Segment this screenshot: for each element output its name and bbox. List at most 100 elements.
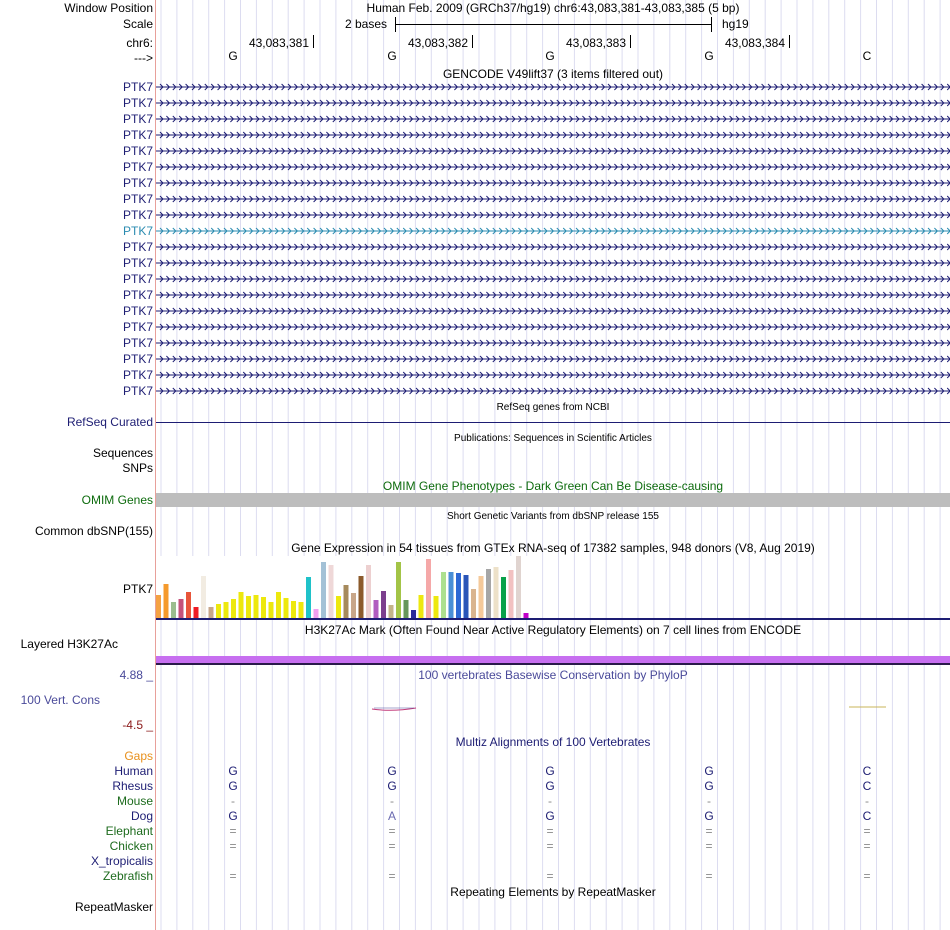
transcript-row[interactable]: [156, 115, 950, 123]
transcript-row[interactable]: [156, 371, 950, 379]
gtex-tissue-bar[interactable]: [171, 602, 176, 618]
gene-label-ptk7[interactable]: PTK7: [122, 224, 153, 238]
gene-label-ptk7[interactable]: PTK7: [122, 240, 153, 254]
gtex-tissue-bar[interactable]: [253, 595, 259, 618]
gtex-tissue-bar[interactable]: [178, 599, 184, 618]
gtex-tissue-bar[interactable]: [463, 575, 469, 618]
gtex-tissue-bar[interactable]: [261, 597, 266, 618]
gene-label-ptk7[interactable]: PTK7: [122, 304, 153, 318]
gtex-tissue-bar[interactable]: [478, 576, 484, 618]
gtex-tissue-bar[interactable]: [201, 576, 206, 618]
gene-label-ptk7[interactable]: PTK7: [122, 128, 153, 142]
gtex-tissue-bar[interactable]: [403, 600, 409, 618]
gtex-tissue-bar[interactable]: [418, 595, 424, 618]
gtex-tissue-bar[interactable]: [508, 570, 514, 618]
transcript-row[interactable]: [156, 99, 950, 107]
gtex-tissue-bar[interactable]: [223, 602, 229, 618]
refseq-track-label[interactable]: RefSeq Curated: [66, 415, 153, 429]
gtex-tissue-bar[interactable]: [411, 610, 416, 618]
gene-label-ptk7[interactable]: PTK7: [122, 272, 153, 286]
gtex-tissue-bar[interactable]: [366, 565, 371, 618]
gtex-tissue-bar[interactable]: [373, 600, 379, 618]
gtex-tissue-bar[interactable]: [336, 596, 341, 618]
h3k27ac-track-label[interactable]: Layered H3K27Ac: [20, 637, 118, 651]
phylop-track-label[interactable]: 100 Vert. Cons: [20, 693, 100, 707]
transcript-row[interactable]: [156, 259, 950, 267]
gtex-tissue-bar[interactable]: [306, 577, 311, 618]
refseq-gene-line[interactable]: [156, 422, 950, 423]
gtex-tissue-bar[interactable]: [328, 565, 334, 618]
gtex-tissue-bar[interactable]: [186, 592, 191, 618]
gtex-tissue-bar[interactable]: [276, 592, 281, 618]
gtex-tissue-bar[interactable]: [493, 567, 499, 618]
species-label[interactable]: Zebrafish: [102, 869, 153, 883]
gtex-tissue-bar[interactable]: [396, 562, 401, 618]
gtex-tissue-bar[interactable]: [486, 569, 491, 618]
gtex-tissue-bar[interactable]: [238, 592, 244, 618]
gene-label-ptk7[interactable]: PTK7: [122, 208, 153, 222]
gtex-tissue-bar[interactable]: [231, 599, 236, 618]
gtex-tissue-bar[interactable]: [433, 596, 439, 618]
label-divider[interactable]: [155, 0, 156, 930]
species-label[interactable]: Dog: [130, 809, 153, 823]
transcript-row[interactable]: [156, 387, 950, 395]
gtex-tissue-bar[interactable]: [298, 602, 304, 618]
transcript-row[interactable]: [156, 179, 950, 187]
gtex-tissue-bar[interactable]: [163, 584, 169, 618]
transcript-row[interactable]: [156, 243, 950, 251]
gene-label-ptk7[interactable]: PTK7: [122, 368, 153, 382]
transcript-row[interactable]: [156, 275, 950, 283]
phylop-signal[interactable]: [156, 700, 950, 716]
gtex-tissue-bar[interactable]: [343, 585, 349, 618]
transcript-row[interactable]: [156, 131, 950, 139]
gtex-tissue-bar[interactable]: [426, 559, 431, 618]
gtex-tissue-bar[interactable]: [523, 613, 529, 618]
gtex-tissue-bar[interactable]: [208, 607, 214, 618]
transcript-row[interactable]: [156, 291, 950, 299]
gtex-tissue-bar[interactable]: [471, 589, 476, 618]
transcript-row[interactable]: [156, 323, 950, 331]
species-label[interactable]: Chicken: [109, 839, 153, 853]
gtex-tissue-bar[interactable]: [268, 602, 274, 618]
gene-label-ptk7[interactable]: PTK7: [122, 176, 153, 190]
gtex-tissue-bar[interactable]: [313, 609, 319, 618]
gene-label-ptk7[interactable]: PTK7: [122, 320, 153, 334]
transcript-row[interactable]: [156, 147, 950, 155]
gtex-bar-chart[interactable]: [156, 556, 950, 622]
species-label[interactable]: Elephant: [105, 824, 153, 838]
gtex-tissue-bar[interactable]: [351, 593, 356, 618]
transcript-row[interactable]: [156, 355, 950, 363]
species-label[interactable]: Human: [114, 764, 153, 778]
transcript-row[interactable]: [156, 211, 950, 219]
transcript-row[interactable]: [156, 195, 950, 203]
gene-label-ptk7[interactable]: PTK7: [122, 80, 153, 94]
gtex-tissue-bar[interactable]: [501, 577, 506, 618]
gtex-tissue-bar[interactable]: [283, 598, 289, 618]
gencode-transcripts[interactable]: [156, 80, 950, 400]
transcript-row[interactable]: [156, 339, 950, 347]
species-label[interactable]: X_tropicalis: [90, 854, 153, 868]
transcript-row[interactable]: [156, 307, 950, 315]
transcript-row[interactable]: [156, 83, 950, 91]
gene-label-ptk7[interactable]: PTK7: [122, 256, 153, 270]
gtex-tissue-bar[interactable]: [193, 607, 199, 618]
gtex-tissue-bar[interactable]: [358, 576, 364, 618]
sequences-track-label[interactable]: Sequences: [92, 446, 153, 460]
gtex-tissue-bar[interactable]: [246, 596, 251, 618]
gtex-tissue-bar[interactable]: [381, 591, 386, 618]
gene-label-ptk7[interactable]: PTK7: [122, 288, 153, 302]
dbsnp-track-label[interactable]: Common dbSNP(155): [34, 524, 153, 538]
gene-label-ptk7[interactable]: PTK7: [122, 160, 153, 174]
gtex-tissue-bar[interactable]: [321, 562, 326, 618]
gene-label-ptk7[interactable]: PTK7: [122, 112, 153, 126]
gene-label-ptk7[interactable]: PTK7: [122, 352, 153, 366]
genome-browser-image[interactable]: Human Feb. 2009 (GRCh37/hg19) chr6:43,08…: [156, 0, 950, 930]
gene-label-ptk7[interactable]: PTK7: [122, 96, 153, 110]
gtex-tissue-bar[interactable]: [441, 572, 446, 618]
transcript-row[interactable]: [156, 227, 950, 235]
gtex-tissue-bar[interactable]: [216, 604, 221, 618]
repeatmasker-track-label[interactable]: RepeatMasker: [74, 900, 153, 914]
omim-track-label[interactable]: OMIM Genes: [81, 493, 153, 507]
gene-label-ptk7[interactable]: PTK7: [122, 192, 153, 206]
gtex-tissue-bar[interactable]: [448, 572, 454, 618]
